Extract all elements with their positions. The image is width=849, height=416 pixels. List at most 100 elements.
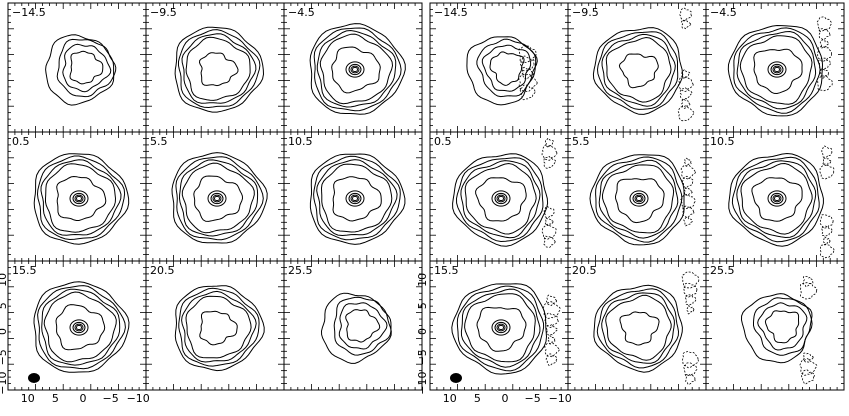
shell-contour bbox=[464, 162, 537, 235]
noise-contour bbox=[682, 205, 695, 219]
contour-line bbox=[56, 38, 117, 98]
x-tick-label: −5 bbox=[524, 392, 540, 405]
shell-contour bbox=[605, 36, 672, 103]
noise-contour bbox=[686, 305, 695, 315]
noise-contour bbox=[681, 69, 691, 79]
contour-line bbox=[753, 297, 813, 356]
core-contour bbox=[69, 190, 89, 207]
noise-contour bbox=[817, 46, 832, 62]
channel-panel: 15.5 bbox=[429, 260, 569, 391]
shell-contour bbox=[33, 281, 130, 373]
panel-frame bbox=[567, 2, 707, 133]
y-tick-label: 0 bbox=[0, 328, 9, 335]
shell-contour bbox=[731, 156, 820, 243]
velocity-label: −9.5 bbox=[150, 6, 177, 19]
contour-group bbox=[451, 283, 561, 375]
core-contour bbox=[207, 190, 227, 207]
contour-line bbox=[320, 292, 392, 364]
noise-contour bbox=[677, 75, 694, 92]
channel-panel: 20.5 bbox=[145, 260, 285, 391]
contour-line bbox=[345, 309, 381, 343]
x-tick-label: 10 bbox=[443, 392, 457, 405]
cavity-contour bbox=[55, 304, 106, 351]
core-contour bbox=[348, 192, 362, 205]
velocity-label: −14.5 bbox=[12, 6, 46, 19]
shell-contour bbox=[41, 288, 121, 366]
shell-contour bbox=[174, 285, 265, 372]
contour-group bbox=[728, 145, 835, 259]
core-contour bbox=[491, 319, 511, 336]
core-contour bbox=[69, 319, 89, 336]
channel-panel: −4.5 bbox=[283, 2, 423, 133]
channel-panel: 5.5 bbox=[145, 131, 285, 262]
velocity-label: 10.5 bbox=[288, 135, 313, 148]
cavity-contour bbox=[751, 177, 803, 222]
channel-panel: −14.5 bbox=[7, 2, 147, 133]
channel-panel: −14.5 bbox=[429, 2, 569, 133]
channel-panel: 0.5 bbox=[429, 131, 569, 262]
core-contour bbox=[496, 323, 506, 332]
shell-contour bbox=[596, 288, 680, 369]
core-contour bbox=[636, 195, 642, 202]
core-contour bbox=[352, 195, 358, 202]
cavity-contour bbox=[332, 176, 382, 222]
core-contour bbox=[498, 195, 504, 202]
core-contour bbox=[350, 194, 360, 203]
noise-contour bbox=[816, 16, 832, 32]
contour-group bbox=[452, 137, 558, 248]
shell-contour bbox=[452, 153, 549, 247]
velocity-label: 25.5 bbox=[710, 264, 735, 277]
shell-contour bbox=[320, 163, 393, 233]
noise-contour bbox=[546, 324, 558, 336]
cavity-contour bbox=[475, 177, 527, 222]
core-contour bbox=[74, 323, 84, 332]
velocity-label: 15.5 bbox=[434, 264, 459, 277]
shell-contour bbox=[460, 160, 541, 239]
core-contour bbox=[214, 195, 220, 202]
y-tick-label: 0 bbox=[416, 328, 429, 335]
shell-contour bbox=[727, 24, 824, 117]
core-contour bbox=[345, 61, 365, 78]
contour-group bbox=[33, 153, 130, 245]
core-contour bbox=[629, 190, 649, 207]
noise-contour bbox=[683, 362, 698, 377]
core-contour bbox=[774, 66, 780, 73]
noise-contour bbox=[683, 187, 693, 197]
noise-contour bbox=[823, 236, 831, 246]
contour-line bbox=[45, 34, 115, 106]
shell-contour bbox=[185, 295, 252, 359]
noise-contour bbox=[683, 282, 698, 298]
noise-contour bbox=[802, 352, 814, 363]
channel-panel: −9.5 bbox=[145, 2, 285, 133]
cavity-contour bbox=[614, 178, 665, 224]
core-contour bbox=[494, 321, 508, 334]
velocity-label: 25.5 bbox=[288, 264, 313, 277]
contour-group bbox=[592, 7, 695, 122]
contour-group bbox=[466, 36, 538, 106]
channel-panel: 10.5 bbox=[705, 131, 845, 262]
noise-contour bbox=[679, 7, 692, 22]
noise-contour bbox=[681, 271, 700, 289]
velocity-label: 20.5 bbox=[572, 264, 597, 277]
core-contour bbox=[772, 194, 782, 203]
panel-frame bbox=[429, 2, 569, 133]
cavity-contour bbox=[619, 311, 660, 346]
y-tick-label: −10 bbox=[416, 371, 429, 394]
core-contour bbox=[491, 190, 511, 207]
velocity-label: 15.5 bbox=[12, 264, 37, 277]
shell-contour bbox=[174, 26, 265, 113]
shell-contour bbox=[605, 294, 672, 361]
noise-contour bbox=[521, 66, 534, 80]
core-contour bbox=[72, 192, 86, 205]
contour-group bbox=[174, 26, 265, 113]
shell-contour bbox=[313, 155, 401, 241]
shell-contour bbox=[316, 29, 397, 108]
x-tick-label: 0 bbox=[502, 392, 509, 405]
shell-contour bbox=[451, 283, 548, 375]
contour-line bbox=[338, 302, 388, 350]
shell-contour bbox=[40, 159, 122, 236]
shell-contour bbox=[181, 290, 257, 363]
shell-contour bbox=[185, 36, 251, 101]
noise-contour bbox=[679, 87, 693, 100]
core-contour bbox=[210, 192, 224, 205]
